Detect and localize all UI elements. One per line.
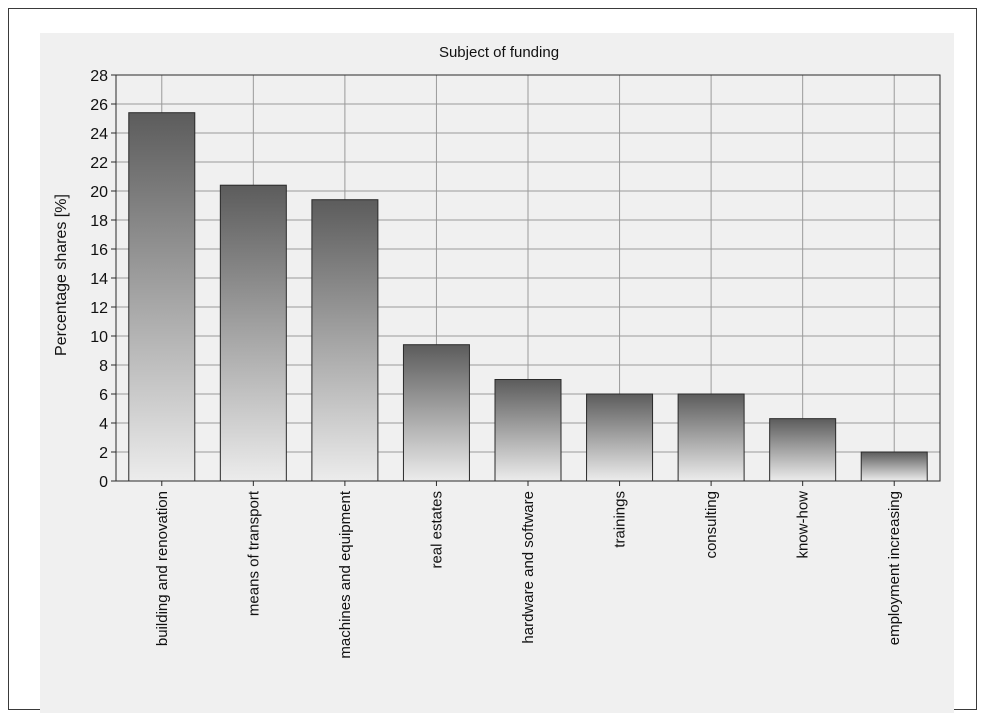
bar-know-how	[769, 418, 837, 482]
x-ticks: building and renovation means of transpor…	[154, 481, 903, 659]
y-tick-label: 6	[99, 387, 108, 404]
y-tick-label: 0	[99, 474, 108, 491]
y-axis-label: Percentage shares [%]	[53, 194, 70, 356]
x-tick-label: hardware and software	[520, 491, 537, 644]
y-tick-label: 16	[90, 242, 108, 259]
x-tick-label: means of transport	[245, 490, 262, 616]
y-tick-label: 2	[99, 445, 108, 462]
bar-real-estates	[402, 344, 470, 482]
x-tick-label: machines and equipment	[337, 490, 354, 658]
bar-consulting	[677, 393, 745, 482]
bar-hardware-and-software	[494, 379, 562, 482]
x-tick-label: real estates	[428, 491, 445, 569]
bar-trainings	[586, 393, 654, 482]
y-tick-label: 18	[90, 213, 108, 230]
y-tick-label: 4	[99, 416, 108, 433]
y-tick-label: 26	[90, 97, 108, 114]
x-tick-label: employment increasing	[886, 491, 903, 645]
y-tick-label: 14	[90, 271, 108, 288]
y-tick-label: 20	[90, 184, 108, 201]
x-tick-label: trainings	[612, 491, 629, 548]
x-tick-label: building and renovation	[154, 491, 171, 646]
chart-title: Subject of funding	[439, 44, 559, 61]
y-tick-label: 10	[90, 329, 108, 346]
bars	[128, 112, 928, 482]
x-tick-label: consulting	[703, 491, 720, 559]
y-tick-label: 8	[99, 358, 108, 375]
bar-building-and-renovation	[128, 112, 196, 482]
bar-employment-increasing	[860, 451, 928, 482]
bar-means-of-transport	[219, 184, 287, 482]
y-tick-label: 28	[90, 68, 108, 85]
y-tick-label: 24	[90, 126, 108, 143]
bar-machines-and-equipment	[311, 199, 379, 482]
y-tick-label: 22	[90, 155, 108, 172]
x-tick-label: know-how	[795, 491, 812, 559]
y-tick-label: 12	[90, 300, 108, 317]
